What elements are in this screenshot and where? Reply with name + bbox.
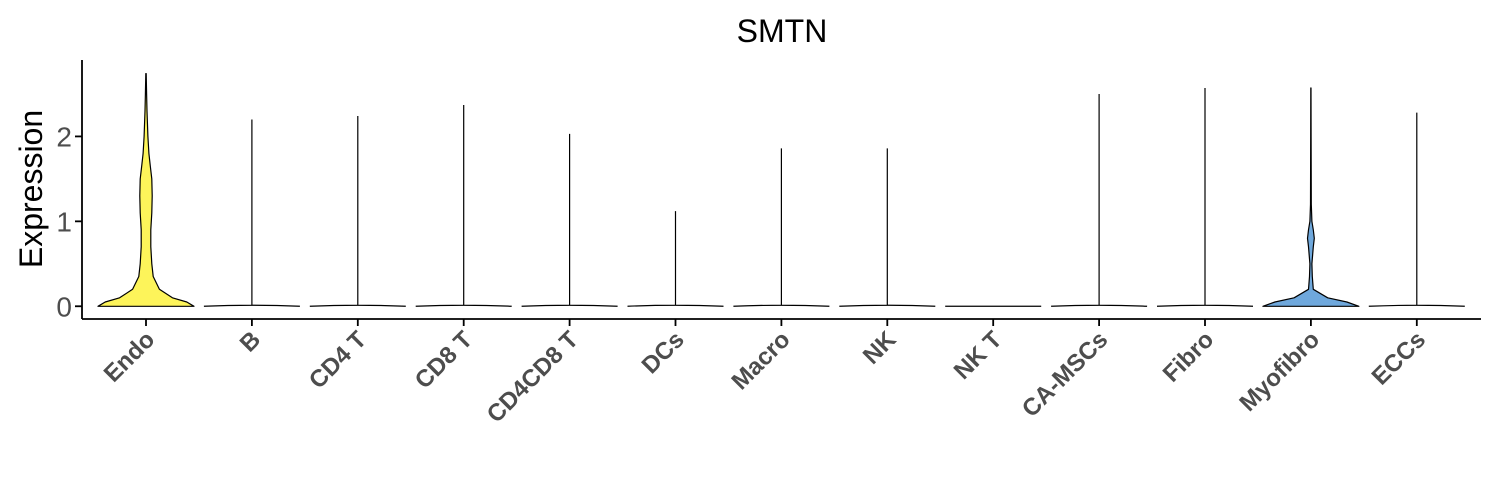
y-tick-label: 0: [56, 291, 72, 322]
x-tick-label-endo: Endo: [99, 326, 161, 388]
violin-b: [203, 119, 300, 307]
violin-eccs: [1368, 112, 1465, 307]
x-tick-label-cd4-t: CD4 T: [304, 326, 372, 394]
x-tick-label-b: B: [235, 326, 266, 357]
violin-dcs: [627, 211, 724, 307]
violin-cd4-t: [309, 116, 406, 307]
x-tick-label-fibro: Fibro: [1158, 326, 1220, 388]
violin-ca-mscs: [1051, 93, 1148, 307]
violin-macro: [733, 148, 830, 307]
violins-group: [97, 73, 1465, 307]
violin-fibro: [1156, 88, 1254, 307]
y-tick-label: 1: [56, 206, 72, 237]
y-tick-label: 2: [56, 121, 72, 152]
violin-endo: [97, 73, 195, 307]
x-tick-label-nk: NK: [858, 326, 902, 370]
violin-cd4cd8-t: [521, 133, 618, 307]
x-tick-label-ca-mscs: CA-MSCs: [1017, 326, 1113, 422]
x-tick-label-macro: Macro: [727, 326, 796, 395]
x-tick-label-cd8-t: CD8 T: [410, 326, 478, 394]
x-tick-label-nk-t: NK T: [949, 326, 1008, 385]
x-tick-label-myofibro: Myofibro: [1234, 326, 1325, 417]
violin-cd8-t: [415, 105, 512, 307]
violin-nk: [839, 148, 936, 307]
x-tick-label-cd4cd8-t: CD4CD8 T: [482, 326, 584, 428]
x-tick-label-eccs: ECCs: [1367, 326, 1431, 390]
y-ticks-group: 0 1 2: [56, 121, 82, 322]
chart-title: SMTN: [737, 13, 828, 49]
x-tick-label-dcs: DCs: [637, 326, 690, 379]
y-axis-label: Expression: [13, 110, 49, 268]
violin-myofibro: [1262, 87, 1360, 307]
x-ticks-group: Endo B CD4 T CD8 T CD4CD8 T DCs Macro NK NK T CA-…: [99, 319, 1431, 428]
